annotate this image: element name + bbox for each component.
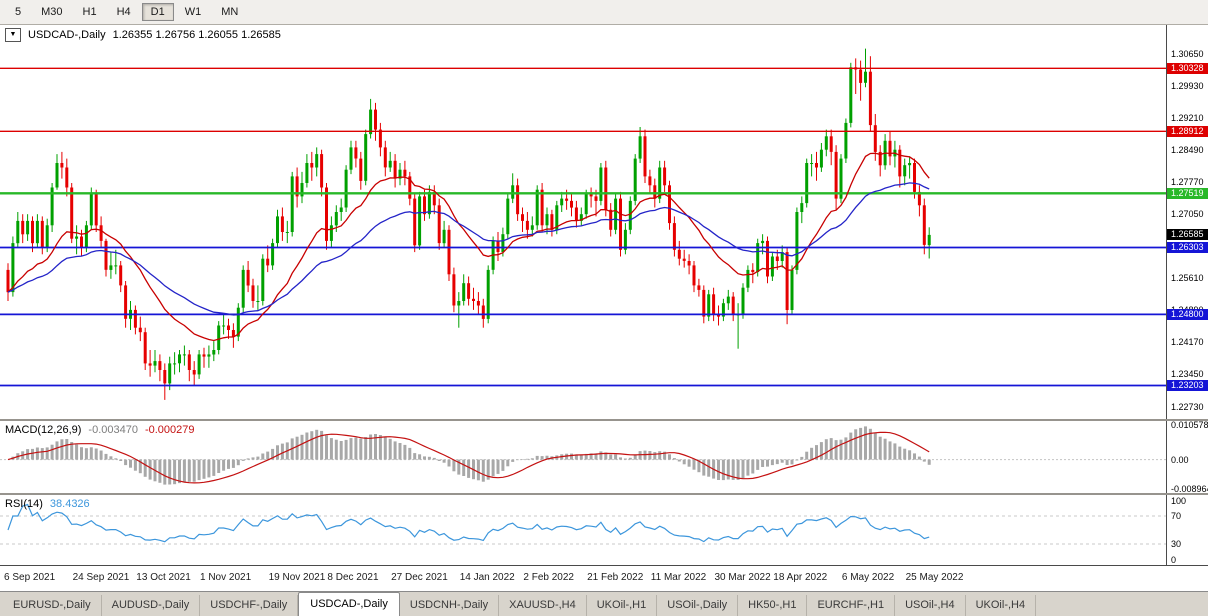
timeframe-button-m30[interactable]: M30 [41, 6, 63, 18]
chart-ohlc-readout: 1.26355 1.26756 1.26055 1.26585 [112, 29, 281, 41]
date-label: 6 Sep 2021 [4, 572, 56, 583]
macd-axis[interactable]: 0.010578 0.00 -0.008964 [1166, 421, 1208, 493]
rsi-axis-tick: 0 [1171, 555, 1177, 565]
current-price-label: 1.26585 [1167, 229, 1208, 241]
date-axis[interactable]: 6 Sep 2021 24 Sep 2021 13 Oct 2021 1 Nov 20… [0, 565, 1208, 592]
price-line-label: 1.28912 [1167, 125, 1208, 137]
timeframe-button-5[interactable]: 5 [15, 6, 22, 18]
rsi-label: RSI(14) [5, 498, 43, 510]
date-label: 19 Nov 2021 [268, 572, 326, 583]
price-tick-label: 1.29210 [1171, 113, 1204, 124]
panel-separator-rsi[interactable] [0, 493, 1208, 495]
chart-tab-usoil-daily[interactable]: USOil-,Daily [657, 595, 739, 616]
chart-tab-audusd-daily[interactable]: AUDUSD-,Daily [102, 595, 201, 616]
date-label: 1 Nov 2021 [200, 572, 252, 583]
timeframe-button-mn[interactable]: MN [221, 6, 239, 18]
chart-window: ▼ USDCAD-,Daily 1.26355 1.26756 1.26055 … [0, 25, 1208, 592]
price-tick-label: 1.24170 [1171, 337, 1204, 348]
panel-separator-macd[interactable] [0, 419, 1208, 421]
price-tick-label: 1.27050 [1171, 209, 1204, 220]
price-line-label: 1.30328 [1167, 62, 1208, 74]
price-line-label: 1.23203 [1167, 379, 1208, 391]
rsi-axis[interactable]: 100 70 30 0 [1166, 495, 1208, 565]
rsi-axis-tick: 100 [1171, 496, 1187, 506]
rsi-plot-svg[interactable] [0, 495, 1166, 565]
macd-title: MACD(12,26,9) -0.003470 -0.000279 [5, 424, 195, 436]
rsi-panel[interactable]: RSI(14) 38.4326 100 70 30 0 [0, 495, 1208, 565]
date-label: 8 Dec 2021 [327, 572, 379, 583]
chart-tab-usdchf-daily[interactable]: USDCHF-,Daily [200, 595, 299, 616]
chart-tab-usdcnh-daily[interactable]: USDCNH-,Daily [400, 595, 500, 616]
price-tick-label: 1.28490 [1171, 145, 1204, 156]
price-tick-label: 1.30650 [1171, 48, 1204, 59]
timeframe-button-w1[interactable]: W1 [184, 6, 202, 18]
date-label: 13 Oct 2021 [136, 572, 191, 583]
price-tick-label: 1.27770 [1171, 177, 1204, 188]
rsi-axis-tick: 30 [1171, 539, 1182, 549]
price-line-label: 1.26303 [1167, 241, 1208, 253]
chart-tab-bar: EURUSD-,Daily AUDUSD-,Daily USDCHF-,Daily U… [0, 591, 1208, 616]
date-label: 6 May 2022 [841, 572, 895, 583]
macd-main-value: -0.003470 [88, 424, 138, 436]
macd-axis-tick: -0.008964 [1171, 483, 1208, 493]
macd-label: MACD(12,26,9) [5, 424, 82, 436]
chevron-down-icon: ▼ [9, 31, 17, 38]
macd-plot-svg[interactable] [0, 421, 1166, 493]
date-label: 11 Mar 2022 [650, 572, 707, 583]
date-label: 14 Jan 2022 [459, 572, 515, 583]
chart-title: ▼ USDCAD-,Daily 1.26355 1.26756 1.26055 … [5, 28, 281, 42]
date-label: 18 Apr 2022 [773, 572, 828, 583]
timeframe-button-h4[interactable]: H4 [116, 6, 131, 18]
macd-axis-tick: 0.010578 [1171, 421, 1208, 430]
chart-tab-hk50-h1[interactable]: HK50-,H1 [738, 595, 808, 616]
date-label: 2 Feb 2022 [523, 572, 574, 583]
symbol-dropdown-button[interactable]: ▼ [5, 28, 21, 42]
date-label: 27 Dec 2021 [391, 572, 448, 583]
rsi-title: RSI(14) 38.4326 [5, 498, 90, 510]
macd-signal-value: -0.000279 [144, 424, 195, 436]
price-tick-label: 1.25610 [1171, 273, 1204, 284]
chart-tab-eurusd-daily[interactable]: EURUSD-,Daily [3, 595, 102, 616]
chart-tab-usdcad-daily[interactable]: USDCAD-,Daily [298, 592, 400, 616]
price-plot-svg[interactable] [0, 25, 1166, 419]
timeframe-toolbar: 5 M30 H1 H4 D1 W1 MN [0, 0, 1208, 25]
price-line-label: 1.24800 [1167, 308, 1208, 320]
price-line-label: 1.27519 [1167, 187, 1208, 199]
timeframe-button-h1[interactable]: H1 [82, 6, 97, 18]
date-label: 25 May 2022 [905, 572, 964, 583]
macd-axis-tick: 0.00 [1171, 454, 1189, 465]
price-panel[interactable]: ▼ USDCAD-,Daily 1.26355 1.26756 1.26055 … [0, 25, 1208, 419]
price-tick-label: 1.22730 [1171, 401, 1204, 412]
chart-tab-eurchf-h1[interactable]: EURCHF-,H1 [807, 595, 896, 616]
date-label: 21 Feb 2022 [587, 572, 644, 583]
rsi-axis-tick: 70 [1171, 511, 1182, 521]
chart-tab-usoil-h4[interactable]: USOil-,H4 [895, 595, 966, 616]
timeframe-button-d1[interactable]: D1 [141, 3, 174, 21]
chart-tab-ukoil-h4[interactable]: UKOil-,H4 [966, 595, 1037, 616]
macd-panel[interactable]: MACD(12,26,9) -0.003470 -0.000279 0.0105… [0, 421, 1208, 493]
price-tick-label: 1.23450 [1171, 369, 1204, 380]
date-label: 24 Sep 2021 [72, 572, 130, 583]
chart-tab-ukoil-h1[interactable]: UKOil-,H1 [587, 595, 658, 616]
rsi-value: 38.4326 [49, 498, 90, 510]
date-label: 30 Mar 2022 [714, 572, 771, 583]
price-tick-label: 1.29930 [1171, 80, 1204, 91]
price-axis[interactable]: 1.30650 1.29930 1.29210 1.28490 1.27770 1.270… [1166, 25, 1208, 419]
chart-symbol-period: USDCAD-,Daily [28, 29, 106, 41]
chart-tab-xauusd-h4[interactable]: XAUUSD-,H4 [499, 595, 587, 616]
